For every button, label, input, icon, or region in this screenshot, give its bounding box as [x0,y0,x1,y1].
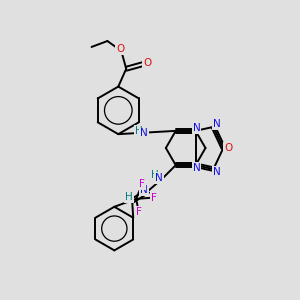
Text: O: O [143,58,151,68]
Text: H: H [151,170,159,180]
Text: N: N [212,119,220,129]
Text: N: N [140,128,148,139]
Text: F: F [136,207,142,217]
Text: F: F [151,193,157,203]
Text: O: O [116,44,124,54]
Text: H: H [125,192,133,202]
Text: H: H [135,125,143,136]
Text: F: F [139,179,145,189]
Text: N: N [193,123,200,133]
Text: N: N [212,167,220,177]
Text: N: N [140,185,148,195]
Text: N: N [155,173,163,183]
Text: O: O [224,143,232,153]
Text: N: N [193,163,200,173]
